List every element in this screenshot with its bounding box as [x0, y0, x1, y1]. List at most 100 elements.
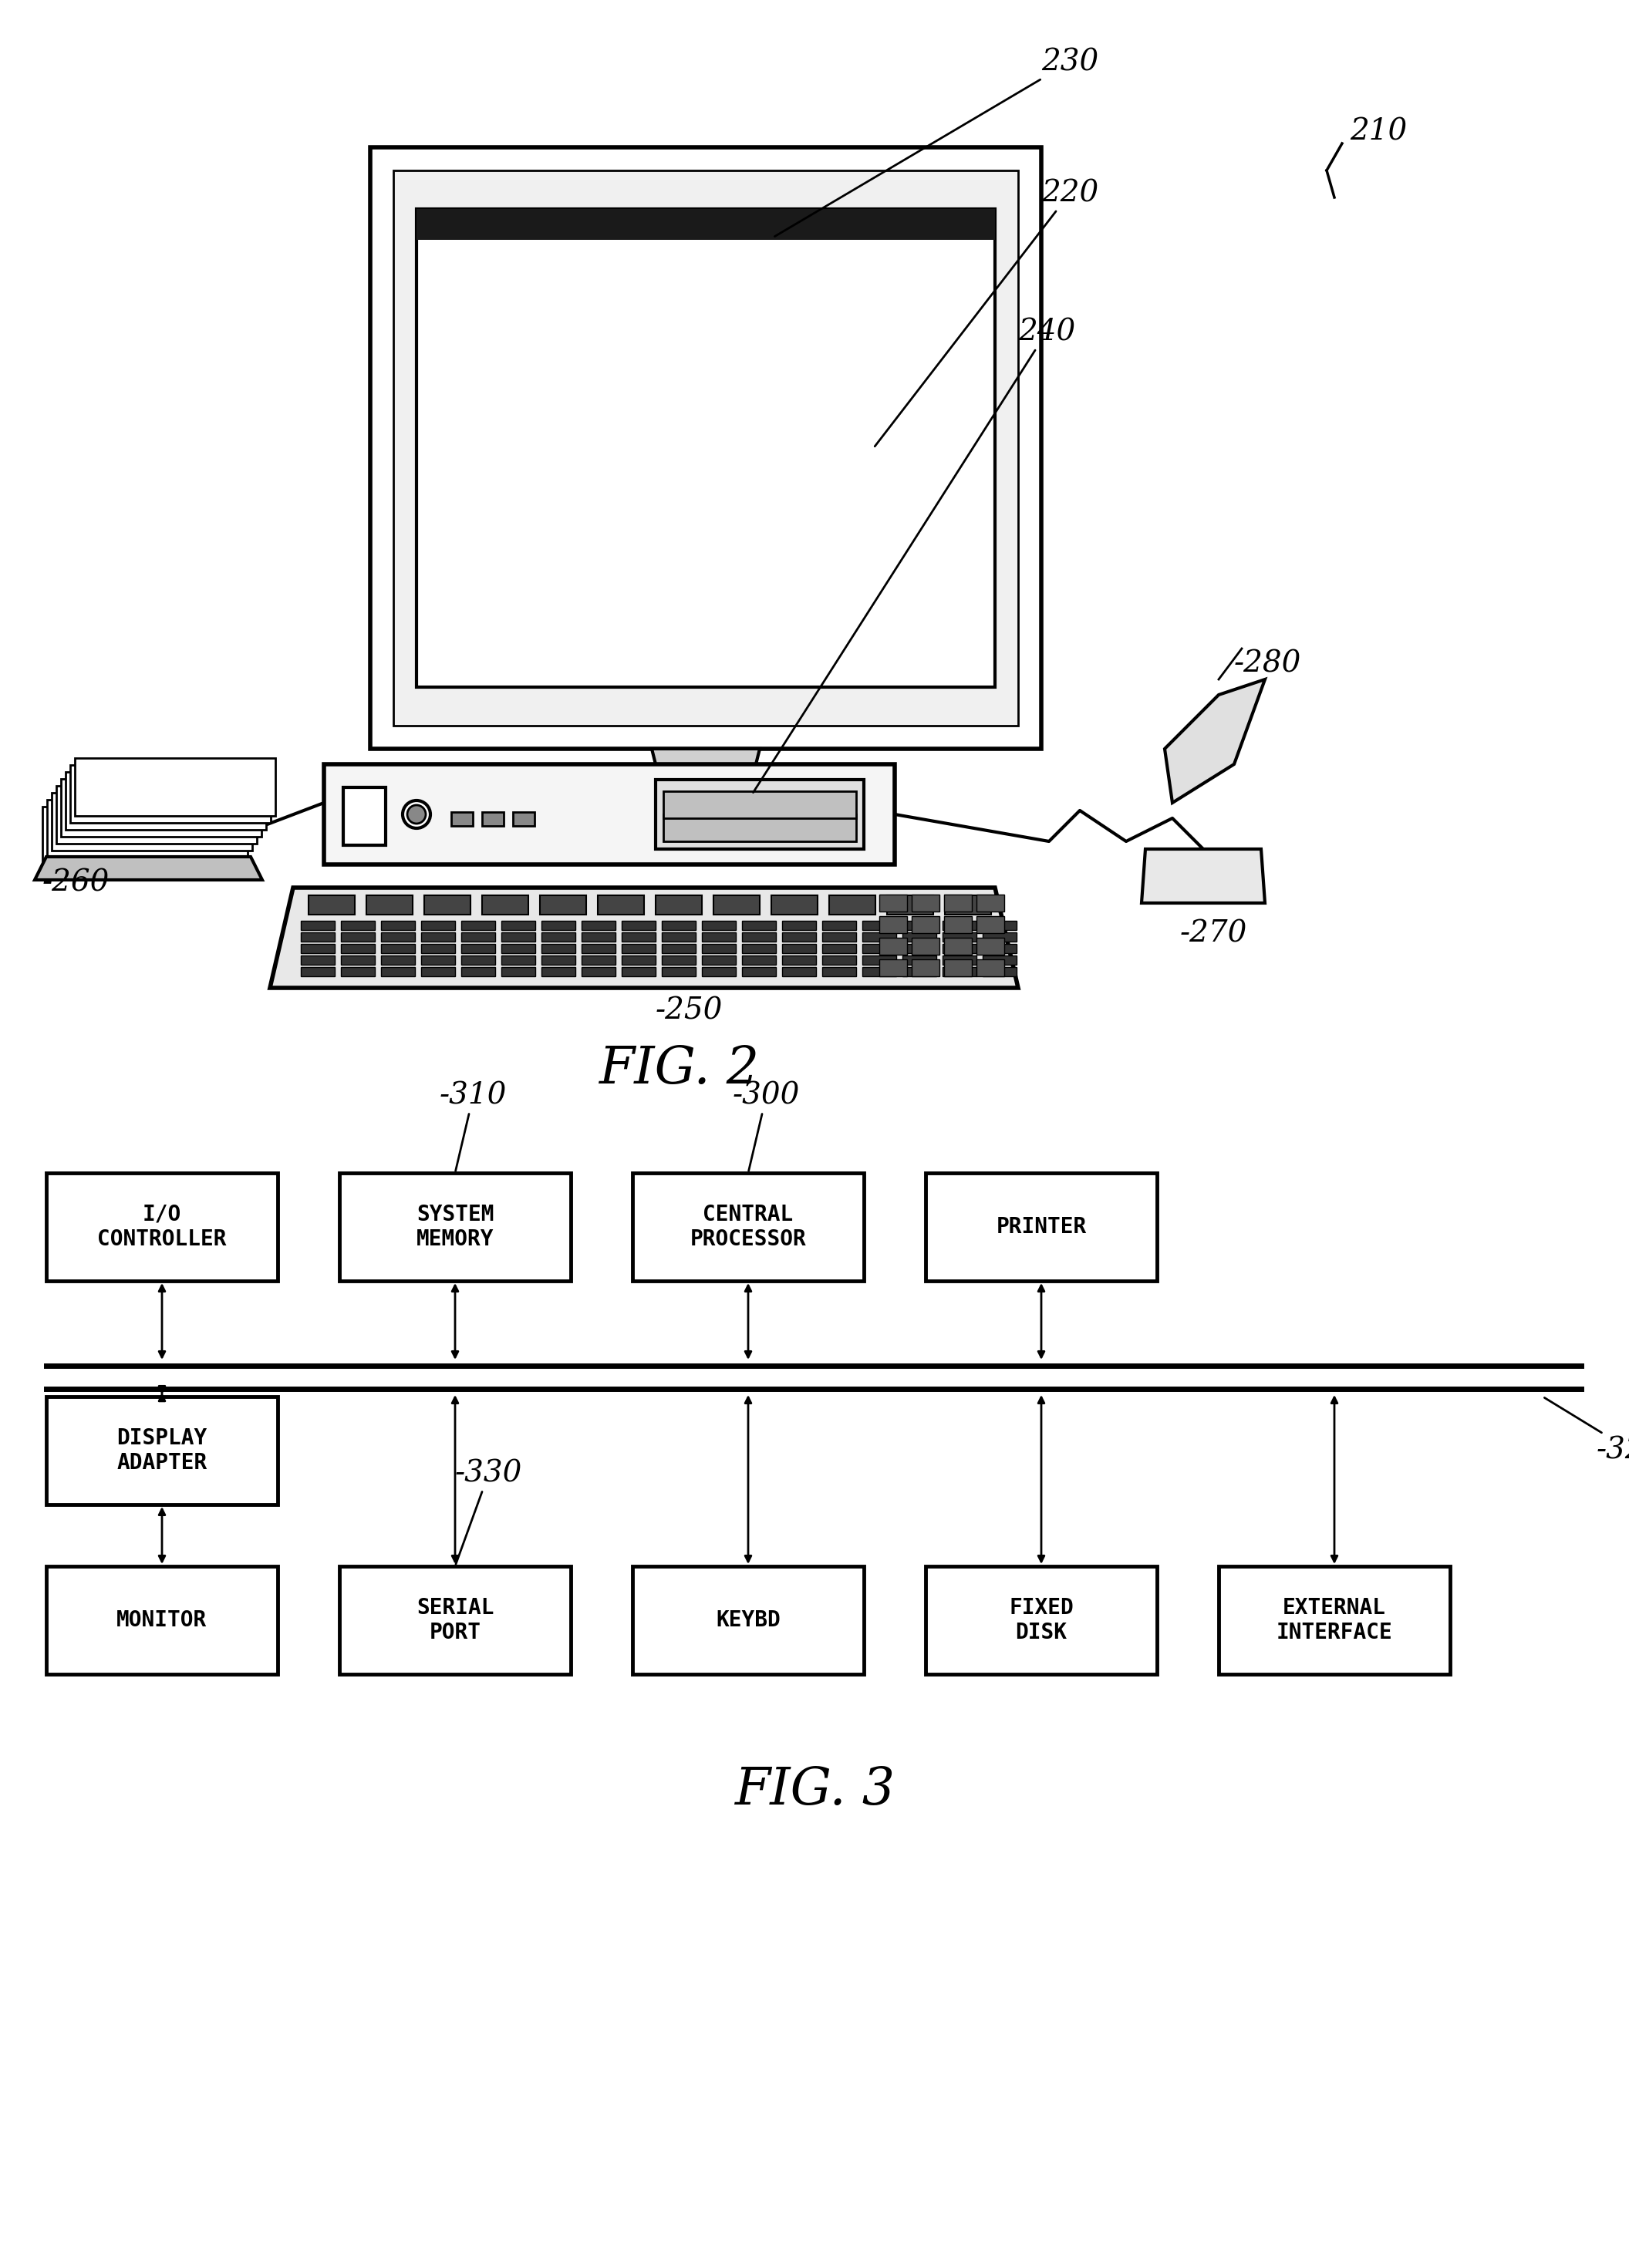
- Bar: [301, 966, 334, 975]
- Bar: [902, 966, 937, 975]
- Bar: [339, 1173, 570, 1281]
- Bar: [424, 896, 471, 914]
- Bar: [976, 894, 1003, 912]
- Bar: [367, 896, 412, 914]
- Bar: [381, 943, 415, 953]
- Bar: [52, 794, 252, 850]
- Bar: [417, 209, 995, 687]
- Bar: [741, 932, 775, 941]
- Text: -300: -300: [733, 1082, 800, 1170]
- Bar: [702, 966, 736, 975]
- Bar: [541, 943, 575, 953]
- Bar: [502, 966, 536, 975]
- Bar: [823, 955, 857, 964]
- Bar: [945, 937, 973, 955]
- Bar: [880, 916, 907, 932]
- Bar: [308, 896, 355, 914]
- Bar: [340, 955, 375, 964]
- Bar: [661, 921, 696, 930]
- Bar: [622, 932, 655, 941]
- Bar: [381, 921, 415, 930]
- Circle shape: [407, 805, 425, 823]
- Bar: [381, 966, 415, 975]
- Bar: [582, 966, 616, 975]
- Bar: [582, 943, 616, 953]
- Bar: [945, 896, 990, 914]
- Bar: [622, 921, 655, 930]
- Text: 220: 220: [875, 179, 1098, 447]
- Bar: [482, 896, 528, 914]
- Text: -280: -280: [1235, 649, 1302, 678]
- Text: FIG. 3: FIG. 3: [735, 1765, 894, 1814]
- Text: -310: -310: [440, 1082, 507, 1170]
- Bar: [823, 932, 857, 941]
- Bar: [344, 787, 386, 846]
- Bar: [539, 896, 586, 914]
- Bar: [925, 1173, 1157, 1281]
- Bar: [782, 921, 816, 930]
- Bar: [912, 959, 940, 975]
- Bar: [461, 966, 495, 975]
- Bar: [461, 943, 495, 953]
- Bar: [976, 937, 1003, 955]
- Polygon shape: [270, 887, 1018, 989]
- Bar: [943, 966, 976, 975]
- Bar: [741, 943, 775, 953]
- Bar: [46, 1173, 277, 1281]
- Bar: [60, 778, 262, 837]
- Bar: [340, 966, 375, 975]
- Bar: [301, 943, 334, 953]
- Text: SYSTEM
MEMORY: SYSTEM MEMORY: [417, 1204, 494, 1250]
- Text: -250: -250: [655, 996, 723, 1025]
- Text: 210: 210: [1350, 118, 1407, 145]
- Bar: [714, 896, 759, 914]
- Polygon shape: [1165, 680, 1266, 803]
- Bar: [912, 916, 940, 932]
- Text: CENTRAL
PROCESSOR: CENTRAL PROCESSOR: [691, 1204, 806, 1250]
- Bar: [632, 1173, 863, 1281]
- Bar: [582, 932, 616, 941]
- Bar: [702, 921, 736, 930]
- Bar: [982, 966, 1016, 975]
- Bar: [622, 966, 655, 975]
- Text: FIXED
DISK: FIXED DISK: [1008, 1597, 1074, 1644]
- Bar: [976, 959, 1003, 975]
- Text: MONITOR: MONITOR: [117, 1610, 207, 1631]
- Bar: [70, 764, 270, 823]
- Bar: [902, 955, 937, 964]
- Bar: [862, 943, 896, 953]
- Bar: [422, 955, 454, 964]
- Bar: [340, 943, 375, 953]
- Bar: [823, 943, 857, 953]
- Bar: [782, 955, 816, 964]
- Text: SERIAL
PORT: SERIAL PORT: [417, 1597, 494, 1644]
- Bar: [582, 921, 616, 930]
- Bar: [301, 955, 334, 964]
- Bar: [771, 896, 818, 914]
- Text: 240: 240: [753, 318, 1075, 792]
- Text: 230: 230: [775, 48, 1098, 236]
- Bar: [982, 921, 1016, 930]
- Text: -330: -330: [454, 1458, 523, 1565]
- Bar: [301, 932, 334, 941]
- Bar: [381, 955, 415, 964]
- Bar: [339, 1567, 570, 1674]
- Bar: [702, 932, 736, 941]
- Bar: [902, 943, 937, 953]
- Bar: [661, 932, 696, 941]
- Bar: [42, 807, 243, 864]
- Bar: [582, 955, 616, 964]
- Text: -270: -270: [1179, 919, 1248, 948]
- Bar: [702, 955, 736, 964]
- Circle shape: [402, 801, 430, 828]
- Bar: [482, 812, 503, 826]
- Bar: [422, 932, 454, 941]
- Bar: [661, 955, 696, 964]
- Bar: [982, 943, 1016, 953]
- Bar: [422, 921, 454, 930]
- Bar: [513, 812, 534, 826]
- Bar: [902, 921, 937, 930]
- Bar: [880, 937, 907, 955]
- Bar: [741, 955, 775, 964]
- Bar: [982, 955, 1016, 964]
